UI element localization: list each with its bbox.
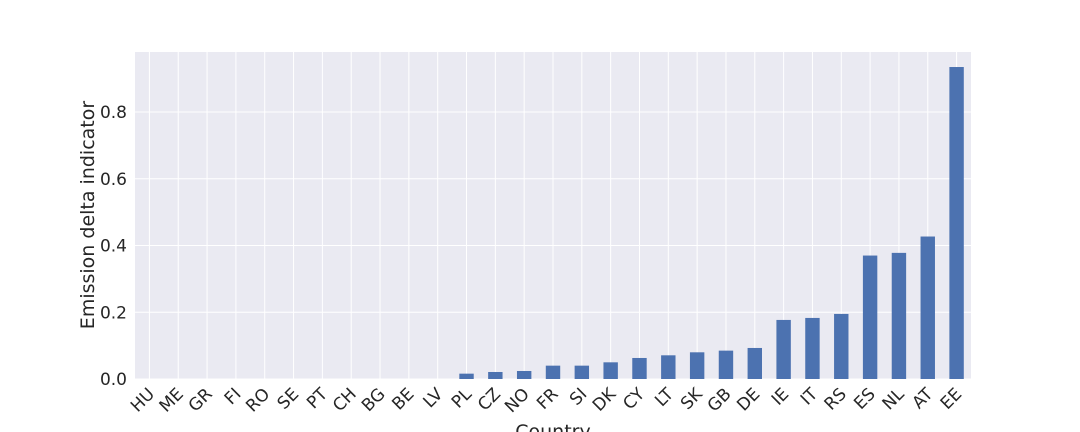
x-tick-label: SI xyxy=(566,384,591,409)
x-tick-label: HU xyxy=(127,384,159,416)
bar-no xyxy=(516,370,532,379)
x-tick-label: CH xyxy=(329,384,361,416)
x-tick-label: GB xyxy=(704,384,736,416)
x-tick-label: CZ xyxy=(474,384,505,415)
y-tick-label: 0.2 xyxy=(100,303,127,323)
x-tick-label: BE xyxy=(388,384,418,414)
bars xyxy=(459,67,964,379)
bar-si xyxy=(574,365,590,379)
bar-pl xyxy=(459,373,474,379)
x-tick-label: IE xyxy=(768,384,793,409)
bar-de xyxy=(747,347,762,379)
x-axis-label: Country xyxy=(515,421,590,432)
x-tick-label: ES xyxy=(850,384,879,413)
bar-fr xyxy=(545,365,561,379)
x-tick-label: DK xyxy=(589,384,621,416)
x-tick-label: NL xyxy=(879,384,909,414)
bar-cz xyxy=(488,371,503,379)
bar-gb xyxy=(718,350,734,379)
x-tick-label: FI xyxy=(221,384,246,409)
bar-rs xyxy=(834,313,849,379)
x-tick-label: BG xyxy=(358,384,389,415)
bar-at xyxy=(920,236,935,379)
y-tick-label: 0.6 xyxy=(100,170,127,190)
x-tick-label: CY xyxy=(619,384,649,414)
x-tick-label: AT xyxy=(909,384,938,413)
bar-dk xyxy=(603,362,618,379)
bar-lt xyxy=(661,355,676,379)
x-tick-label: EE xyxy=(937,384,966,413)
bar-sk xyxy=(689,352,705,379)
x-tick-label: IT xyxy=(797,384,822,409)
bar-it xyxy=(805,317,820,379)
x-tick-label: LV xyxy=(419,384,447,412)
grid-lines xyxy=(135,52,971,380)
x-tick-label: RS xyxy=(821,384,851,414)
x-tick-label: ME xyxy=(156,384,188,416)
x-tick-label: PL xyxy=(448,384,476,412)
y-tick-label: 0.8 xyxy=(100,103,127,123)
x-tick-label: SE xyxy=(274,384,303,413)
y-axis-label: Emission delta indicator xyxy=(77,101,99,330)
bar-es xyxy=(862,255,878,379)
x-tick-label: DE xyxy=(733,384,764,415)
bar-ee xyxy=(949,67,964,379)
bar-cy xyxy=(632,357,647,379)
x-tick-label: SK xyxy=(677,384,707,414)
x-tick-label: NO xyxy=(501,384,534,417)
x-tick-label: GR xyxy=(185,384,217,416)
y-tick-label: 0.4 xyxy=(100,237,127,257)
x-tick-label: PT xyxy=(303,384,332,413)
x-tick-label: FR xyxy=(533,384,563,414)
y-tick-label: 0.0 xyxy=(100,370,127,390)
y-axis-ticks: 0.0 0.2 0.4 0.6 0.8 xyxy=(100,103,127,390)
bar-ie xyxy=(776,319,791,379)
bar-nl xyxy=(891,252,907,379)
x-tick-label: LT xyxy=(651,384,678,411)
x-tick-label: RO xyxy=(242,384,274,416)
